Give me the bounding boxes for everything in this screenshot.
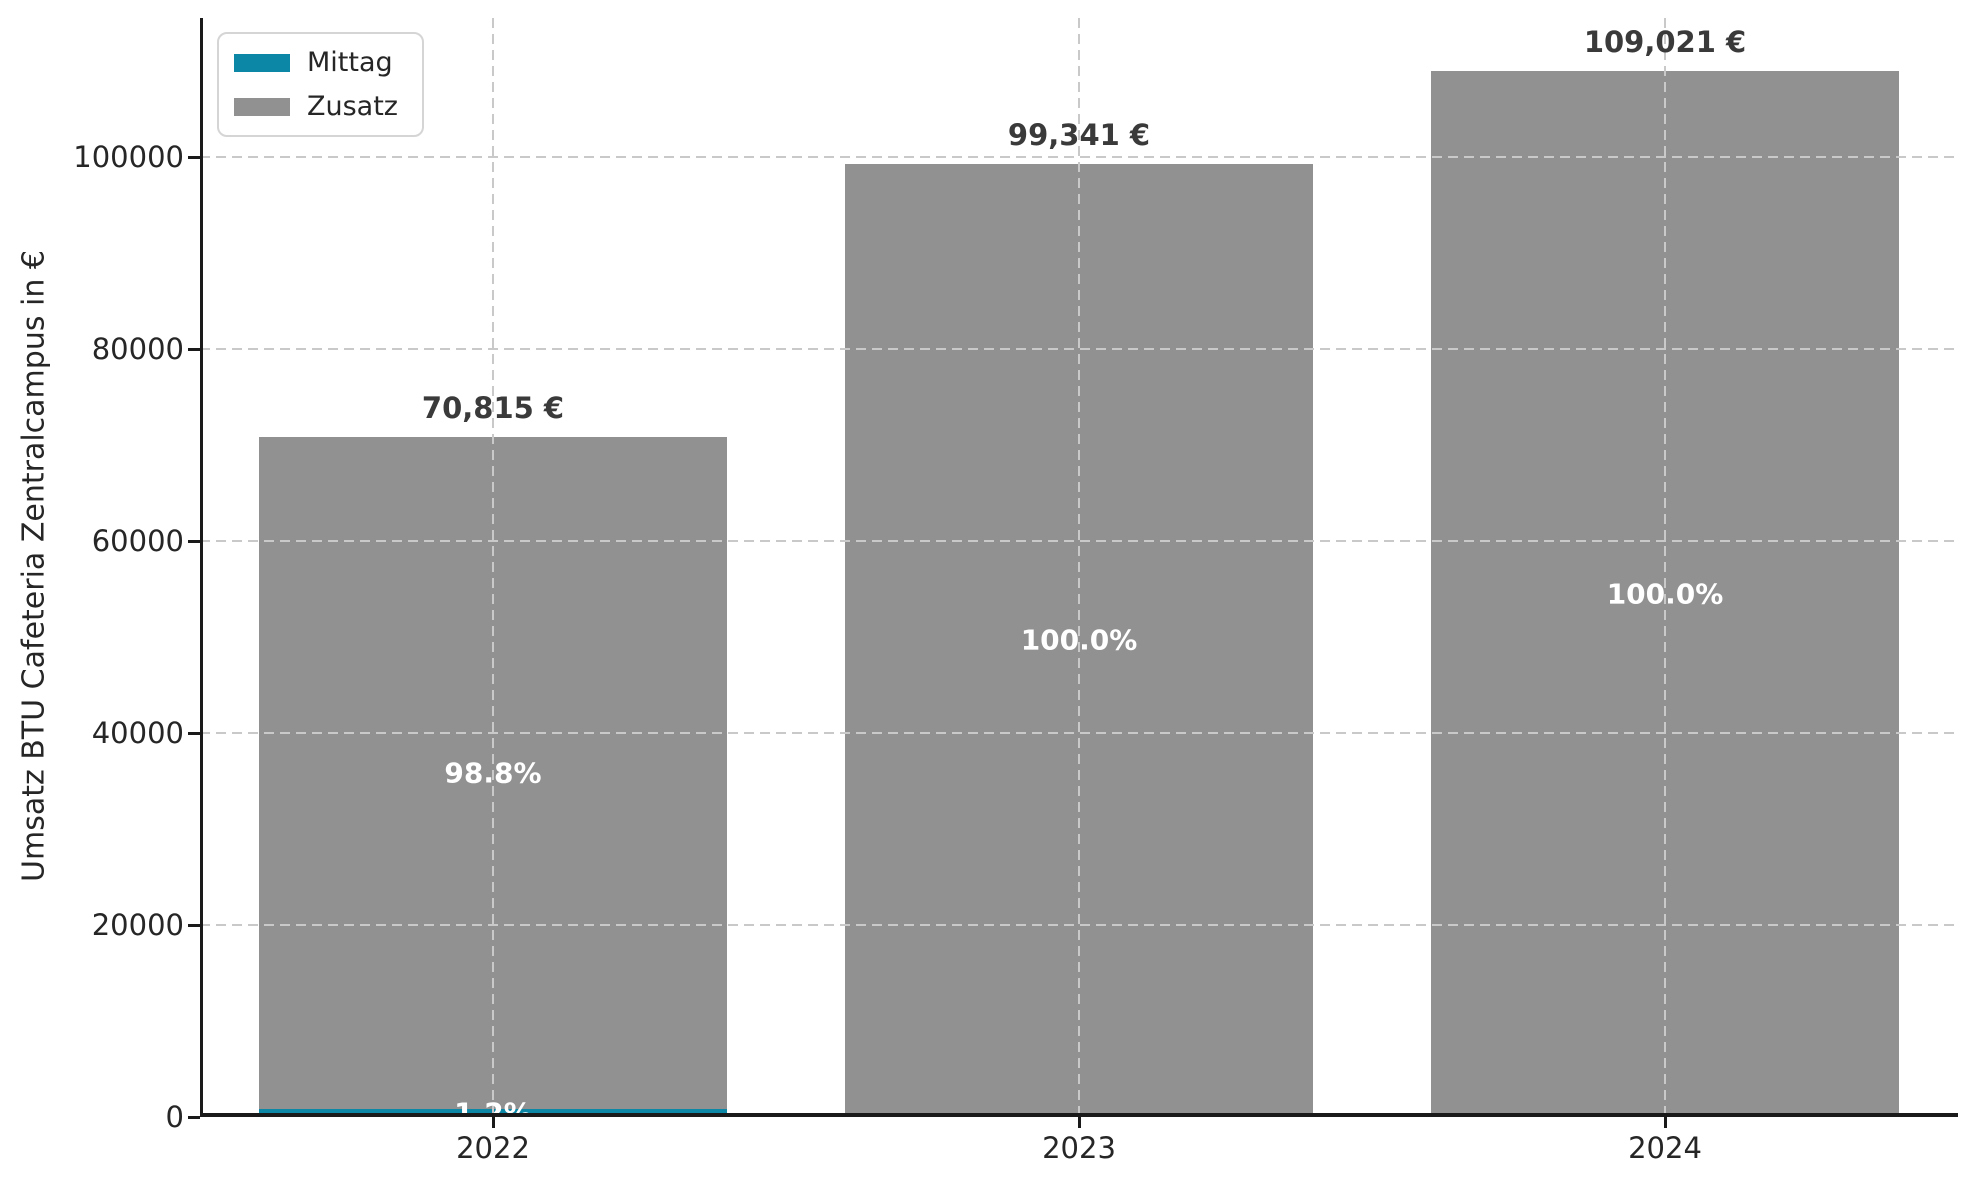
plot-area: 1.2% 98.8% 70,815 €100.0% 99,341 €100.0% 109…: [200, 18, 1958, 1117]
gridline-vertical: [1664, 18, 1666, 1117]
bar-total-label-2023: 99,341 €: [1007, 117, 1151, 152]
gridline-vertical: [1078, 18, 1080, 1117]
zusatz-color-swatch: [234, 97, 290, 116]
y-tick-label: 20000: [91, 908, 184, 943]
y-tick-mark: [188, 155, 200, 159]
y-tick-label: 60000: [91, 524, 184, 559]
y-tick-label: 80000: [91, 332, 184, 367]
mittag-color-swatch: [234, 53, 290, 72]
legend-item-mittag: Mittag: [234, 47, 398, 78]
y-tick-mark: [188, 347, 200, 351]
legend-label-zusatz: Zusatz: [307, 91, 398, 122]
y-tick-mark: [188, 1115, 200, 1119]
legend-label-mittag: Mittag: [307, 47, 393, 78]
x-tick-mark: [1077, 1117, 1081, 1128]
x-tick-label: 2024: [1628, 1131, 1702, 1165]
x-tick-label: 2023: [1042, 1131, 1116, 1165]
legend: Mittag Zusatz: [217, 32, 424, 137]
x-tick-mark: [491, 1117, 495, 1128]
y-tick-label: 0: [165, 1100, 184, 1134]
y-tick-label: 40000: [91, 716, 184, 751]
y-tick-label: 100000: [73, 140, 184, 175]
bottom-spine: [200, 1113, 1958, 1117]
bar-total-label-2022: 70,815 €: [421, 391, 565, 426]
left-spine: [200, 18, 203, 1117]
bar-total-label-2024: 109,021 €: [1583, 24, 1747, 59]
x-tick-label: 2022: [456, 1131, 530, 1165]
x-tick-mark: [1663, 1117, 1667, 1128]
y-tick-mark: [188, 731, 200, 735]
legend-item-zusatz: Zusatz: [234, 91, 398, 122]
y-tick-mark: [188, 539, 200, 543]
gridline-vertical: [492, 18, 494, 1117]
y-tick-mark: [188, 923, 200, 927]
